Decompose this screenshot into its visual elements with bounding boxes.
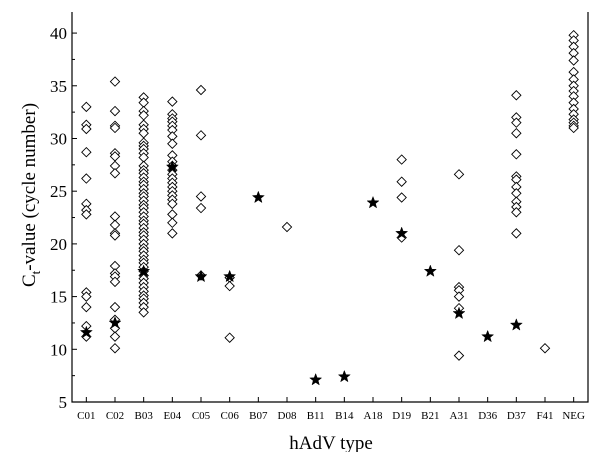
star-marker bbox=[337, 369, 351, 383]
x-tick-label: B07 bbox=[249, 410, 268, 422]
x-axis-title: hAdV type bbox=[289, 433, 373, 452]
diamond-marker bbox=[81, 123, 92, 135]
diamond-marker bbox=[81, 101, 92, 113]
x-tick-label: C06 bbox=[220, 410, 239, 422]
diamond-marker bbox=[195, 130, 207, 141]
diamond-marker bbox=[109, 122, 121, 134]
diamond-marker bbox=[396, 192, 407, 203]
diamond-marker bbox=[167, 217, 178, 229]
y-axis-title-main: C bbox=[19, 274, 40, 287]
diamond-marker bbox=[511, 117, 522, 128]
diamond-marker bbox=[81, 301, 92, 313]
diamond-marker bbox=[224, 332, 235, 343]
diamond-marker bbox=[109, 331, 121, 342]
star-marker bbox=[251, 190, 265, 204]
x-tick-label: B03 bbox=[134, 410, 153, 422]
diamond-marker bbox=[453, 350, 465, 361]
y-tick-label: 25 bbox=[50, 182, 67, 201]
diamond-marker bbox=[568, 55, 579, 66]
x-tick-label: D37 bbox=[507, 410, 526, 422]
star-marker bbox=[165, 160, 179, 173]
diamond-marker bbox=[511, 207, 522, 218]
star-marker bbox=[79, 325, 93, 339]
star-marker bbox=[137, 264, 151, 277]
star-marker bbox=[108, 316, 122, 329]
y-tick-label: 40 bbox=[50, 24, 67, 43]
star-marker bbox=[309, 372, 323, 386]
diamond-marker bbox=[109, 168, 121, 179]
x-axis-ticks: C01 C02 B03 E04 C05 C06 B07 D08 B11 B14 A18 D19 B21 A… bbox=[77, 397, 585, 422]
x-tick-label: A18 bbox=[364, 410, 383, 422]
diamond-marker bbox=[453, 291, 465, 302]
diamond-marker bbox=[224, 280, 235, 292]
x-tick-label: D36 bbox=[478, 410, 497, 422]
x-tick-label: F41 bbox=[536, 410, 553, 422]
diamond-marker bbox=[81, 291, 92, 302]
star-marker bbox=[366, 195, 380, 209]
diamond-marker bbox=[109, 343, 121, 354]
diamond-marker bbox=[539, 343, 551, 354]
diamond-marker bbox=[81, 209, 92, 220]
diamond-marker bbox=[167, 138, 178, 149]
diamond-marker bbox=[511, 127, 522, 139]
x-tick-label: C05 bbox=[192, 410, 211, 422]
y-tick-label: 5 bbox=[59, 393, 68, 412]
diamond-marker bbox=[511, 149, 522, 160]
star-marker bbox=[194, 269, 208, 283]
diamond-marker bbox=[568, 122, 579, 134]
y-axis-title-subscript: t bbox=[28, 270, 43, 274]
diamond-marker bbox=[109, 276, 121, 288]
x-tick-label: C01 bbox=[77, 410, 95, 422]
y-axis-title: Ct-value (cycle number) bbox=[19, 103, 43, 287]
x-tick-label: D08 bbox=[278, 410, 297, 422]
diamond-marker bbox=[281, 221, 293, 233]
x-tick-label: B21 bbox=[421, 410, 439, 422]
y-tick-label: 20 bbox=[50, 235, 67, 254]
y-tick-label: 35 bbox=[50, 77, 67, 96]
diamond-marker bbox=[109, 301, 121, 313]
star-marker bbox=[423, 264, 437, 277]
diamond-marker bbox=[396, 176, 407, 187]
diamond-marker bbox=[167, 96, 178, 107]
diamond-marker bbox=[396, 154, 407, 165]
diamond-marker bbox=[109, 105, 121, 117]
axes bbox=[71, 12, 589, 403]
y-axis-ticks: 5 10 15 20 25 30 35 40 bbox=[50, 24, 77, 412]
y-axis-title-rest: -value (cycle number) bbox=[19, 103, 40, 271]
x-tick-label: B11 bbox=[307, 410, 325, 422]
star-marker bbox=[481, 329, 495, 343]
diamond-marker bbox=[195, 84, 207, 96]
x-tick-label: C02 bbox=[106, 410, 124, 422]
x-tick-label: A31 bbox=[450, 410, 469, 422]
x-tick-label: E04 bbox=[163, 410, 181, 422]
diamond-marker bbox=[81, 146, 92, 158]
diamond-marker bbox=[511, 228, 522, 239]
plot-frame bbox=[71, 12, 589, 403]
x-tick-label: D19 bbox=[392, 410, 411, 422]
x-tick-label: NEG bbox=[562, 410, 585, 422]
diamond-marker bbox=[167, 198, 178, 210]
diamond-marker bbox=[138, 307, 149, 318]
x-tick-label: B14 bbox=[335, 410, 354, 422]
diamond-marker bbox=[81, 173, 92, 184]
star-marker bbox=[223, 269, 237, 283]
star-marker bbox=[509, 318, 523, 331]
star-marker bbox=[452, 306, 466, 320]
diamond-marker bbox=[453, 244, 465, 256]
y-tick-label: 10 bbox=[50, 340, 67, 359]
diamond-marker bbox=[109, 76, 121, 87]
diamond-marker bbox=[511, 90, 522, 101]
diamond-marker bbox=[195, 202, 207, 214]
y-tick-label: 15 bbox=[50, 288, 67, 307]
diamond-marker bbox=[195, 191, 207, 202]
data-points bbox=[79, 29, 579, 386]
y-tick-label: 30 bbox=[50, 129, 67, 148]
star-marker bbox=[395, 226, 409, 239]
diamond-marker bbox=[167, 228, 178, 239]
diamond-marker bbox=[453, 169, 465, 180]
diamond-marker bbox=[109, 230, 121, 241]
